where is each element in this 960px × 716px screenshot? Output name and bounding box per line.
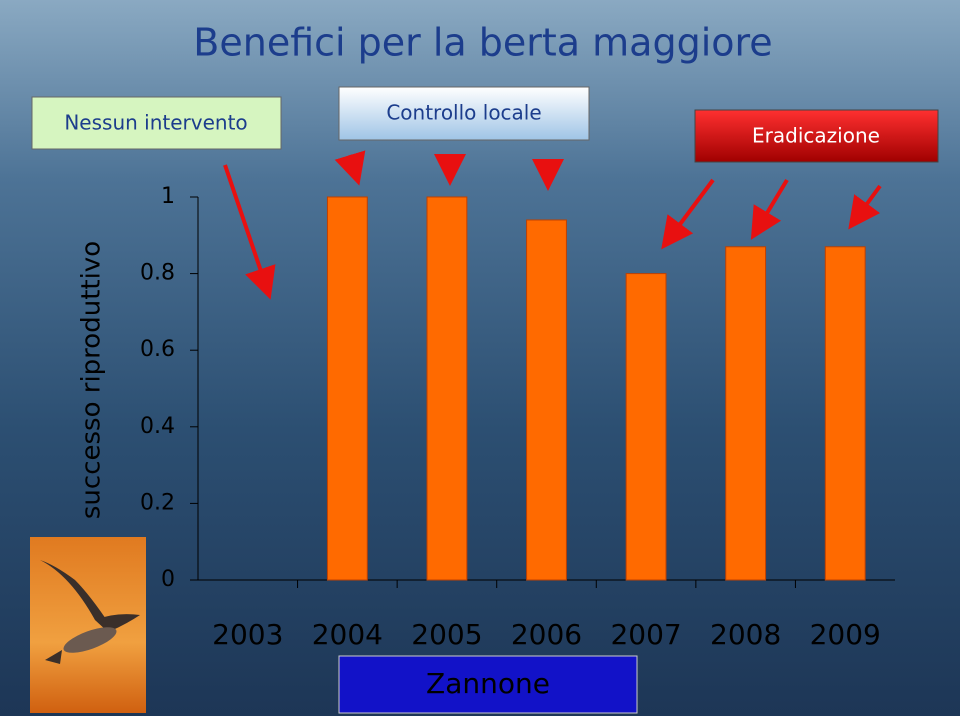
bar <box>824 246 866 581</box>
x-tick-label: 2008 <box>710 618 781 651</box>
y-tick-label: 0 <box>161 567 175 592</box>
bar <box>526 219 567 581</box>
label-box <box>338 86 590 141</box>
x-tick-label: 2005 <box>411 618 482 651</box>
bar <box>426 196 468 581</box>
y-tick-label: 0.8 <box>140 261 175 286</box>
x-axis-label: Zannone <box>426 667 550 700</box>
y-tick-label: 0.6 <box>140 337 175 362</box>
slide-title: Benefici per la berta maggiore <box>193 21 772 65</box>
bar <box>725 246 767 581</box>
y-axis-label: successo riproduttivo <box>77 241 107 519</box>
label-box <box>338 655 638 714</box>
plot: 0 0.2 0.4 0.6 0.8 1 2003 2004 2005 2006 2007 2008 20… <box>140 184 895 651</box>
y-tick-label: 0.4 <box>140 414 175 439</box>
annotation: Controllo locale <box>386 101 541 125</box>
label-box <box>694 109 939 163</box>
x-tick-label: 2006 <box>511 618 582 651</box>
x-tick-label: 2007 <box>610 618 681 651</box>
annotation: Eradicazione <box>752 124 880 148</box>
bird-icon <box>40 560 140 664</box>
arrows <box>223 150 882 300</box>
x-tick-label: 2003 <box>212 618 283 651</box>
annotation: Nessun intervento <box>64 111 247 135</box>
bird-photo <box>30 537 146 713</box>
bar <box>326 196 368 581</box>
x-tick-label: 2009 <box>810 618 881 651</box>
bar <box>625 273 667 581</box>
x-tick-label: 2004 <box>312 618 383 651</box>
y-tick-label: 0.2 <box>140 490 175 515</box>
y-tick-label: 1 <box>161 184 175 209</box>
label-box <box>31 96 282 150</box>
